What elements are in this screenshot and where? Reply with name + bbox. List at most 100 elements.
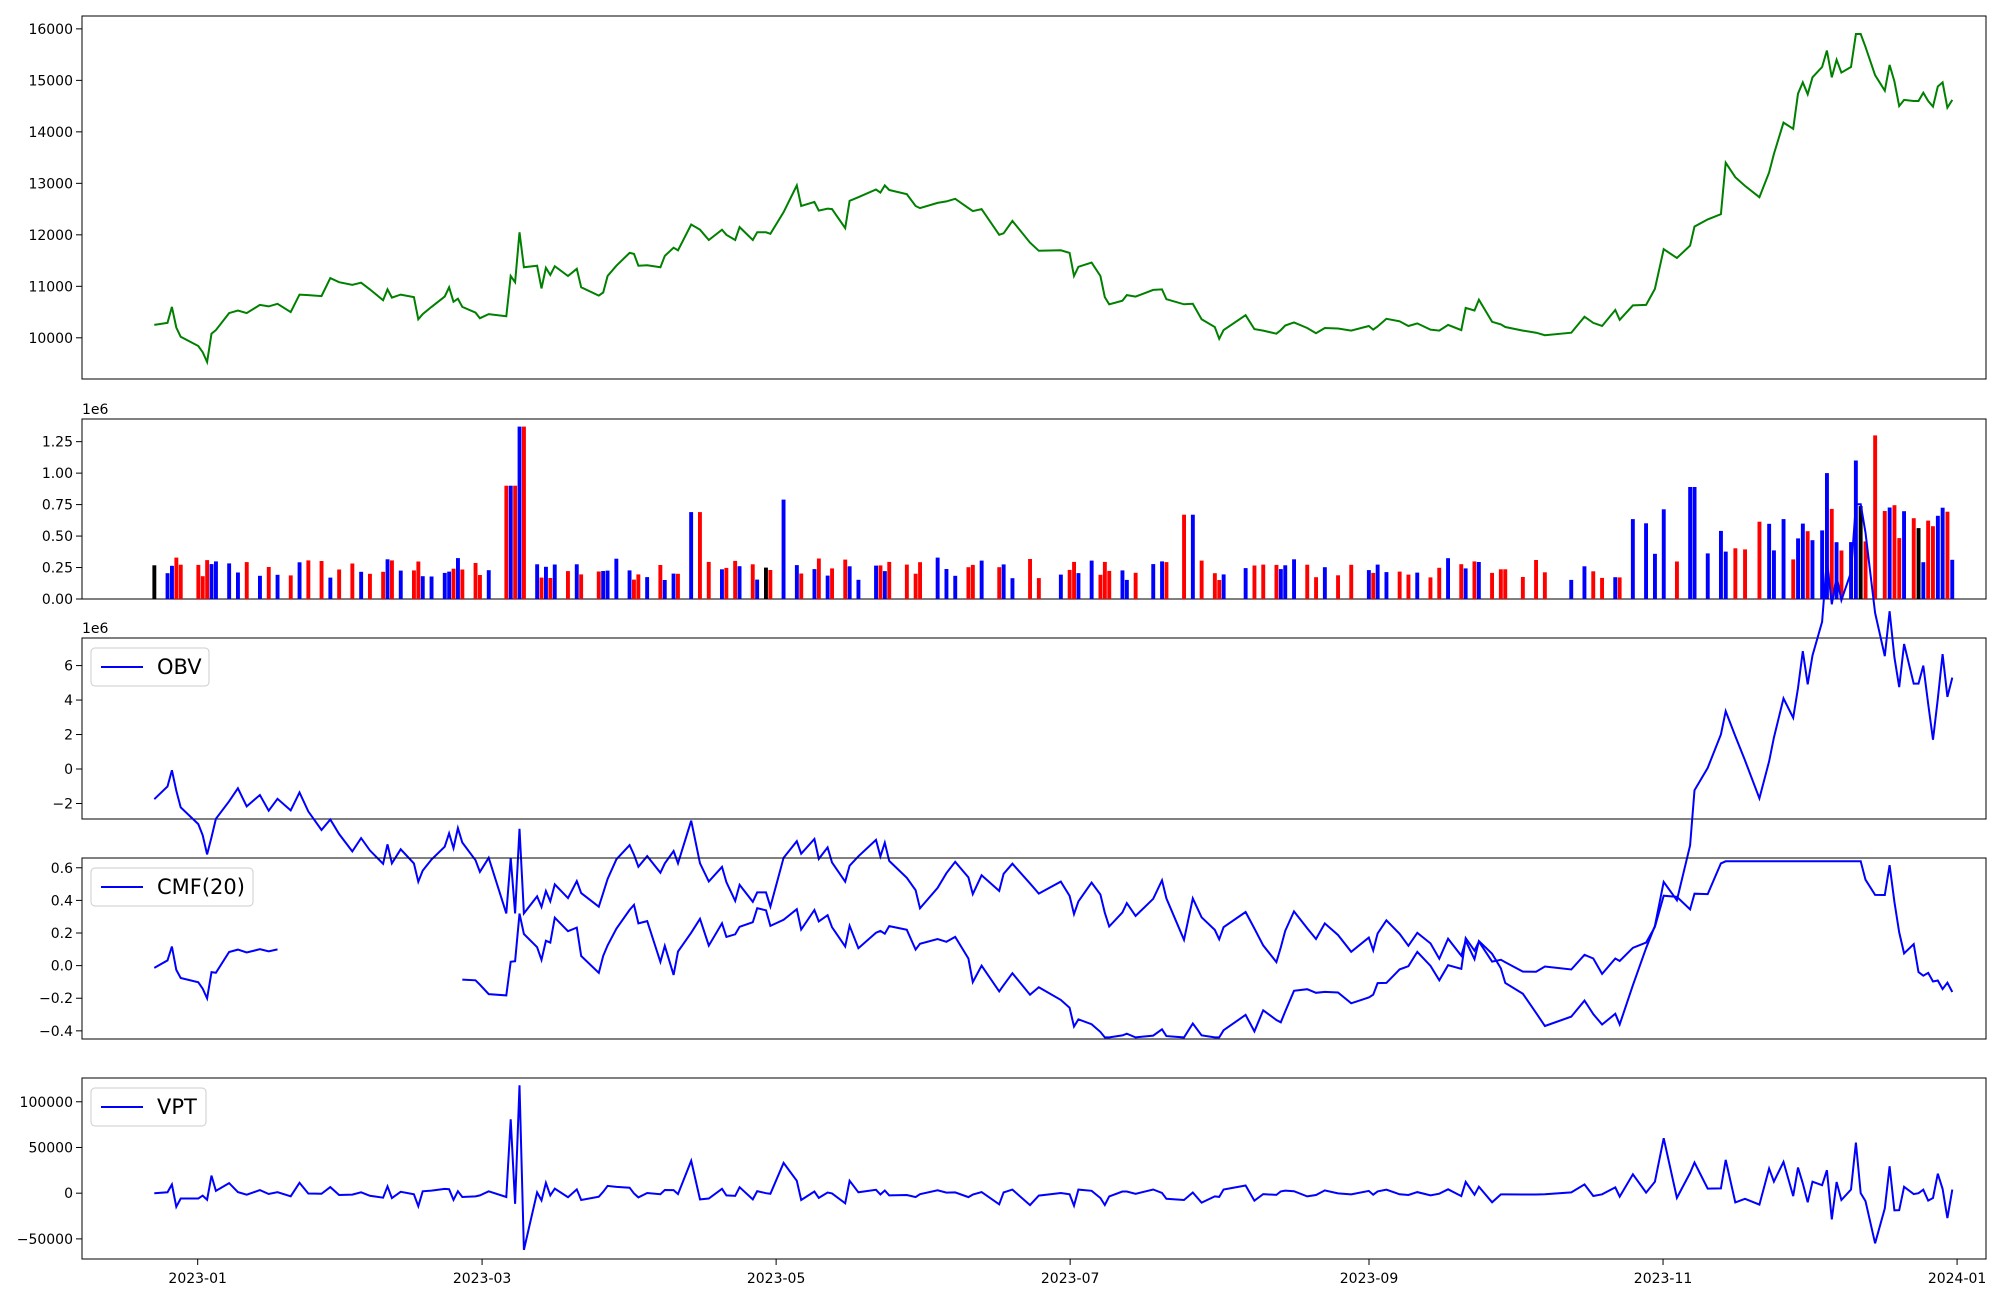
obv-y-ticks: −2 0 2 4 6 <box>52 659 82 812</box>
volume-bar <box>768 570 773 599</box>
volume-bar <box>152 565 157 599</box>
volume-bar <box>658 565 663 599</box>
volume-y-ticks: 0.00 0.25 0.50 0.75 1.00 1.25 <box>42 435 82 608</box>
price-ytick-label: 10000 <box>28 331 73 347</box>
volume-bar <box>997 567 1002 599</box>
volume-bar <box>1767 523 1772 599</box>
volume-bar <box>1653 553 1657 599</box>
volume-bar <box>368 573 372 599</box>
volume-bar <box>676 573 680 599</box>
volume-bar <box>843 559 848 599</box>
volume-bar <box>416 561 421 599</box>
volume-bar <box>671 573 676 599</box>
volume-bar <box>1366 570 1371 599</box>
volume-bar <box>442 572 447 599</box>
x-tick-label: 2023-11 <box>1634 1271 1693 1287</box>
volume-bar <box>645 577 650 599</box>
volume-bar <box>390 560 394 599</box>
vpt-legend: VPT <box>90 1087 207 1127</box>
volume-bar <box>1292 559 1296 599</box>
volume-bar <box>1675 561 1679 599</box>
volume-bar <box>451 568 456 599</box>
volume-bar <box>1058 574 1063 599</box>
volume-bar <box>1415 572 1420 599</box>
volume-bar <box>1001 564 1006 599</box>
volume-bar <box>847 566 852 599</box>
cmf-series <box>153 860 1954 1039</box>
volume-ytick-label: 0.75 <box>42 498 73 514</box>
volume-bar <box>381 571 386 599</box>
cmf-legend-label: CMF(20) <box>157 875 245 899</box>
volume-bar <box>966 567 971 599</box>
volume-bar <box>552 564 557 599</box>
vpt-ytick-label: 100000 <box>20 1095 73 1111</box>
cmf-ytick-label: −0.2 <box>39 991 73 1007</box>
price-ytick-label: 15000 <box>28 73 73 89</box>
obv-ytick-label: −2 <box>52 796 73 812</box>
cmf-line <box>153 946 278 1002</box>
volume-bar <box>1314 577 1318 599</box>
volume-bar <box>1217 580 1222 599</box>
volume-bar <box>1349 564 1354 599</box>
volume-bar <box>1542 572 1547 599</box>
volume-bar <box>1463 568 1468 599</box>
volume-bar <box>266 567 271 599</box>
volume-bar <box>227 563 232 599</box>
volume-bar <box>1858 506 1863 599</box>
volume-bar <box>1107 570 1112 599</box>
price-series <box>154 33 1954 366</box>
volume-bar <box>750 564 755 599</box>
volume-bar <box>504 485 509 599</box>
obv-ytick-label: 2 <box>64 728 73 744</box>
volume-bar <box>1252 565 1257 599</box>
price-ytick-label: 16000 <box>28 22 73 38</box>
volume-bar <box>1796 538 1800 599</box>
volume-bar <box>979 560 984 599</box>
volume-bar <box>1887 507 1892 599</box>
volume-bar <box>1743 549 1747 599</box>
volume-bar <box>205 560 210 599</box>
volume-bar <box>1902 511 1906 599</box>
volume-bar <box>170 565 174 599</box>
volume-bar <box>1692 487 1697 599</box>
cmf-ytick-label: −0.4 <box>39 1024 73 1040</box>
volume-bar <box>1839 550 1844 599</box>
volume-bar <box>1834 542 1839 599</box>
volume-bar <box>605 570 610 599</box>
volume-bar <box>1182 514 1186 599</box>
volume-bar <box>574 564 579 599</box>
volume-ytick-label: 1.25 <box>42 435 73 451</box>
price-ytick-label: 12000 <box>28 228 73 244</box>
volume-bar <box>1283 565 1288 599</box>
volume-bar <box>165 573 170 599</box>
volume-bar <box>1375 564 1380 599</box>
volume-bar <box>1459 564 1464 599</box>
volume-bar <box>1336 575 1340 599</box>
volume-bar <box>412 570 416 599</box>
volume-bar <box>297 562 302 599</box>
cmf-ytick-label: 0.0 <box>51 959 73 975</box>
volume-bar <box>733 560 738 599</box>
volume-bar <box>1940 507 1945 599</box>
cmf-ytick-label: 0.2 <box>51 926 73 942</box>
price-ytick-label: 11000 <box>28 279 73 295</box>
volume-bar <box>1661 509 1666 599</box>
volume-bar <box>328 577 333 599</box>
volume-bar <box>816 558 821 599</box>
volume-bar <box>614 558 619 599</box>
vpt-y-ticks: −50000 0 50000 100000 <box>17 1095 82 1248</box>
volume-bar <box>882 571 887 599</box>
volume-bar <box>1036 578 1041 599</box>
volume-bar <box>825 575 830 599</box>
x-tick-label: 2023-01 <box>168 1271 227 1287</box>
volume-bar <box>244 562 249 599</box>
volume-bar <box>794 565 799 599</box>
volume-bar <box>720 569 724 599</box>
cmf-legend: CMF(20) <box>90 867 254 907</box>
volume-bar <box>856 579 861 599</box>
volume-bar <box>1160 561 1164 599</box>
price-axes-frame <box>81 15 1987 380</box>
volume-bar <box>781 499 786 599</box>
volume-bar <box>1613 577 1618 599</box>
volume-bar <box>1781 519 1786 599</box>
